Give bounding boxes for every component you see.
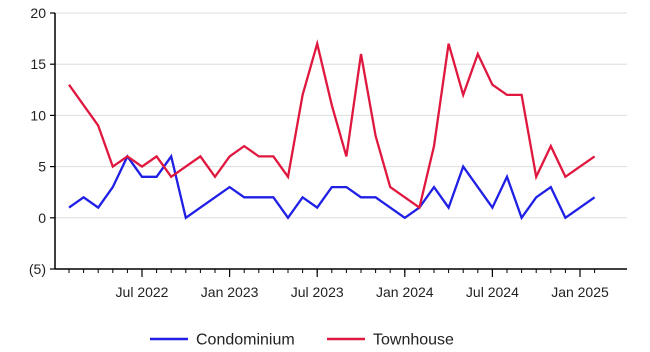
y-tick-label: 0 xyxy=(38,210,46,226)
x-tick-label: Jan 2025 xyxy=(551,284,609,300)
gridlines xyxy=(55,12,627,219)
x-tick-labels: Jul 2022 Jan 2023 Jul 2023 Jan 2024 Jul 2024… xyxy=(68,269,609,300)
x-tick-label: Jul 2023 xyxy=(291,284,344,300)
legend-label-townhouse: Townhouse xyxy=(373,332,454,349)
x-tick-label: Jan 2024 xyxy=(376,284,434,300)
y-tick-label: 20 xyxy=(30,5,46,21)
y-tick-label: (5) xyxy=(29,261,46,277)
series-line-townhouse xyxy=(68,39,596,210)
y-tick-label: 5 xyxy=(38,159,46,175)
legend: Condominium Townhouse xyxy=(150,332,454,349)
y-tick-label: 10 xyxy=(30,107,46,123)
x-tick-label: Jul 2024 xyxy=(466,284,519,300)
x-tick-label: Jan 2023 xyxy=(201,284,259,300)
y-tick-label: 15 xyxy=(30,56,46,72)
series-line-condominium xyxy=(68,153,596,221)
x-tick-label: Jul 2022 xyxy=(116,284,169,300)
legend-label-condominium: Condominium xyxy=(196,332,295,349)
series-lines xyxy=(68,39,596,221)
y-tick-labels: 20 15 10 5 0 (5) xyxy=(29,5,55,277)
axes xyxy=(54,13,627,270)
